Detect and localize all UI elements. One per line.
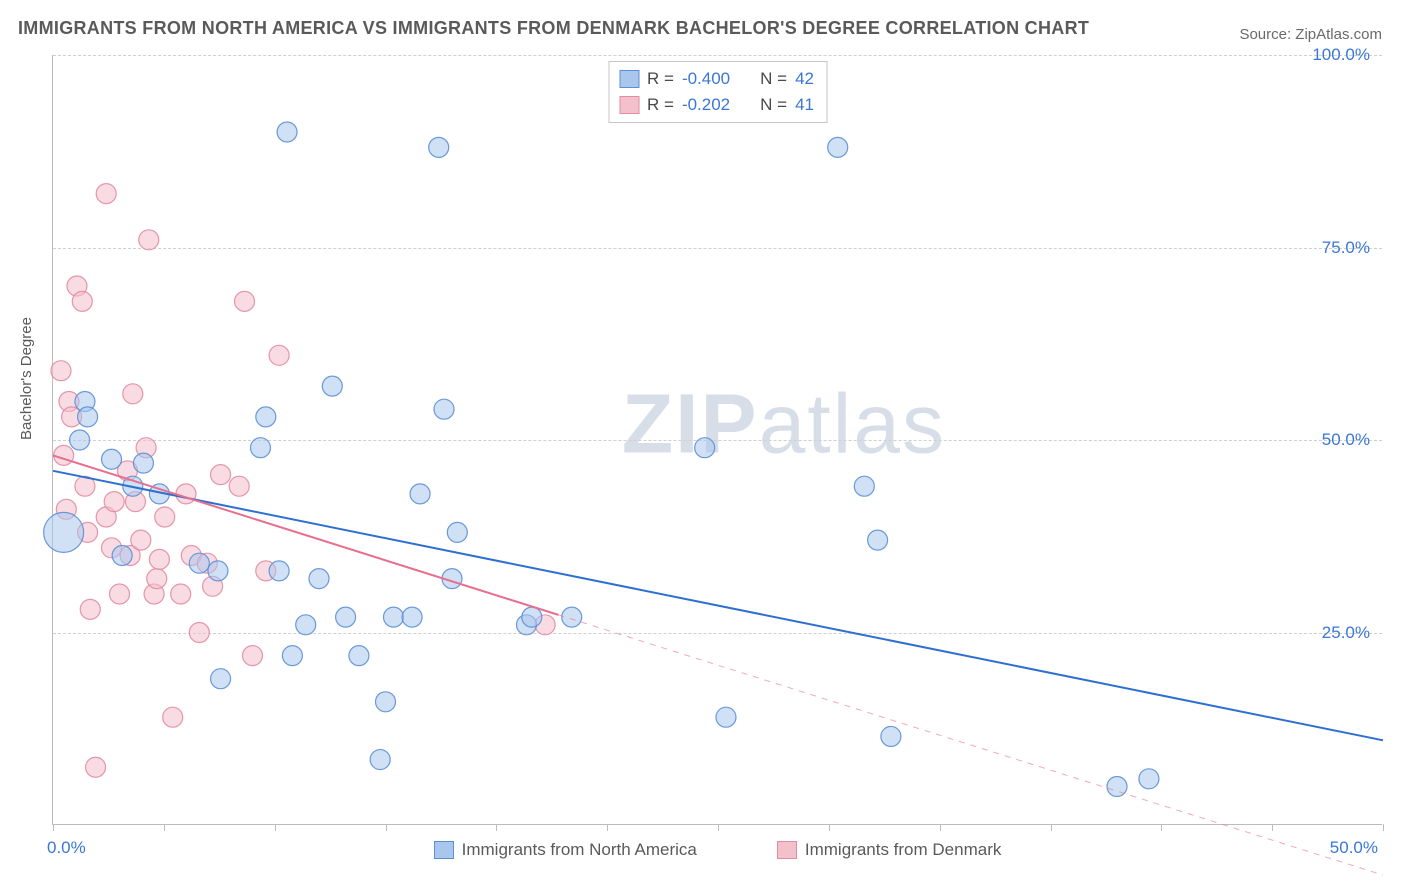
legend-r-value-0: -0.400 <box>682 69 730 89</box>
legend-row-series-1: R = -0.202 N = 41 <box>619 92 814 118</box>
data-point <box>269 345 289 365</box>
data-point <box>72 291 92 311</box>
x-tick <box>1272 824 1273 831</box>
trend-line <box>53 471 1383 741</box>
legend-r-label: R = <box>647 95 674 115</box>
data-point <box>716 707 736 727</box>
data-point <box>163 707 183 727</box>
data-point <box>229 476 249 496</box>
legend-n-value-0: 42 <box>795 69 814 89</box>
data-point <box>828 137 848 157</box>
data-point <box>277 122 297 142</box>
data-point <box>133 453 153 473</box>
data-point <box>322 376 342 396</box>
data-point <box>309 569 329 589</box>
data-point <box>96 184 116 204</box>
x-tick <box>275 824 276 831</box>
data-point <box>54 445 74 465</box>
series-legend: Immigrants from North America Immigrants… <box>53 840 1382 860</box>
chart-title: IMMIGRANTS FROM NORTH AMERICA VS IMMIGRA… <box>18 18 1089 39</box>
data-point <box>562 607 582 627</box>
trend-line-extrapolated <box>558 615 1383 875</box>
legend-swatch-1 <box>619 96 639 114</box>
data-point <box>78 407 98 427</box>
data-point <box>86 757 106 777</box>
plot-area: ZIPatlas 25.0%50.0%75.0%100.0% 0.0% 50.0… <box>52 55 1382 825</box>
data-point <box>70 430 90 450</box>
x-tick <box>164 824 165 831</box>
y-axis-label: Bachelor's Degree <box>18 317 35 440</box>
x-tick <box>1383 824 1384 831</box>
data-point <box>176 484 196 504</box>
series-legend-item-1: Immigrants from Denmark <box>777 840 1001 860</box>
data-point <box>868 530 888 550</box>
data-point <box>211 669 231 689</box>
data-point <box>256 407 276 427</box>
data-point <box>110 584 130 604</box>
data-point <box>104 492 124 512</box>
data-point <box>349 646 369 666</box>
legend-swatch-0 <box>619 70 639 88</box>
data-point <box>235 291 255 311</box>
data-point <box>522 607 542 627</box>
data-point <box>149 549 169 569</box>
data-point <box>147 569 167 589</box>
data-point <box>1139 769 1159 789</box>
x-tick <box>386 824 387 831</box>
data-point <box>51 361 71 381</box>
data-point <box>854 476 874 496</box>
scatter-svg <box>53 55 1382 824</box>
legend-r-value-1: -0.202 <box>682 95 730 115</box>
legend-n-value-1: 41 <box>795 95 814 115</box>
data-point <box>123 384 143 404</box>
data-point <box>402 607 422 627</box>
x-tick <box>1161 824 1162 831</box>
legend-swatch-0 <box>434 841 454 859</box>
data-point <box>102 449 122 469</box>
data-point <box>208 561 228 581</box>
data-point <box>189 553 209 573</box>
data-point <box>282 646 302 666</box>
correlation-legend: R = -0.400 N = 42 R = -0.202 N = 41 <box>608 61 827 123</box>
data-point <box>155 507 175 527</box>
x-tick <box>53 824 54 831</box>
data-point <box>370 750 390 770</box>
data-point <box>211 465 231 485</box>
legend-row-series-0: R = -0.400 N = 42 <box>619 66 814 92</box>
series-legend-item-0: Immigrants from North America <box>434 840 697 860</box>
legend-swatch-1 <box>777 841 797 859</box>
x-tick <box>1051 824 1052 831</box>
data-point <box>44 512 84 552</box>
source-label: Source: ZipAtlas.com <box>1239 26 1382 43</box>
data-point <box>410 484 430 504</box>
data-point <box>296 615 316 635</box>
data-point <box>131 530 151 550</box>
data-point <box>376 692 396 712</box>
data-point <box>243 646 263 666</box>
series-name-0: Immigrants from North America <box>462 840 697 860</box>
data-point <box>429 137 449 157</box>
data-point <box>269 561 289 581</box>
data-point <box>336 607 356 627</box>
legend-n-label: N = <box>760 69 787 89</box>
series-name-1: Immigrants from Denmark <box>805 840 1001 860</box>
x-tick <box>718 824 719 831</box>
data-point <box>383 607 403 627</box>
data-point <box>80 599 100 619</box>
data-point <box>139 230 159 250</box>
data-point <box>189 623 209 643</box>
data-point <box>881 726 901 746</box>
data-point <box>112 546 132 566</box>
x-tick <box>607 824 608 831</box>
data-point <box>171 584 191 604</box>
data-point <box>250 438 270 458</box>
data-point <box>447 522 467 542</box>
data-point <box>434 399 454 419</box>
data-point <box>695 438 715 458</box>
x-tick <box>496 824 497 831</box>
x-tick <box>829 824 830 831</box>
legend-n-label: N = <box>760 95 787 115</box>
legend-r-label: R = <box>647 69 674 89</box>
x-tick <box>940 824 941 831</box>
